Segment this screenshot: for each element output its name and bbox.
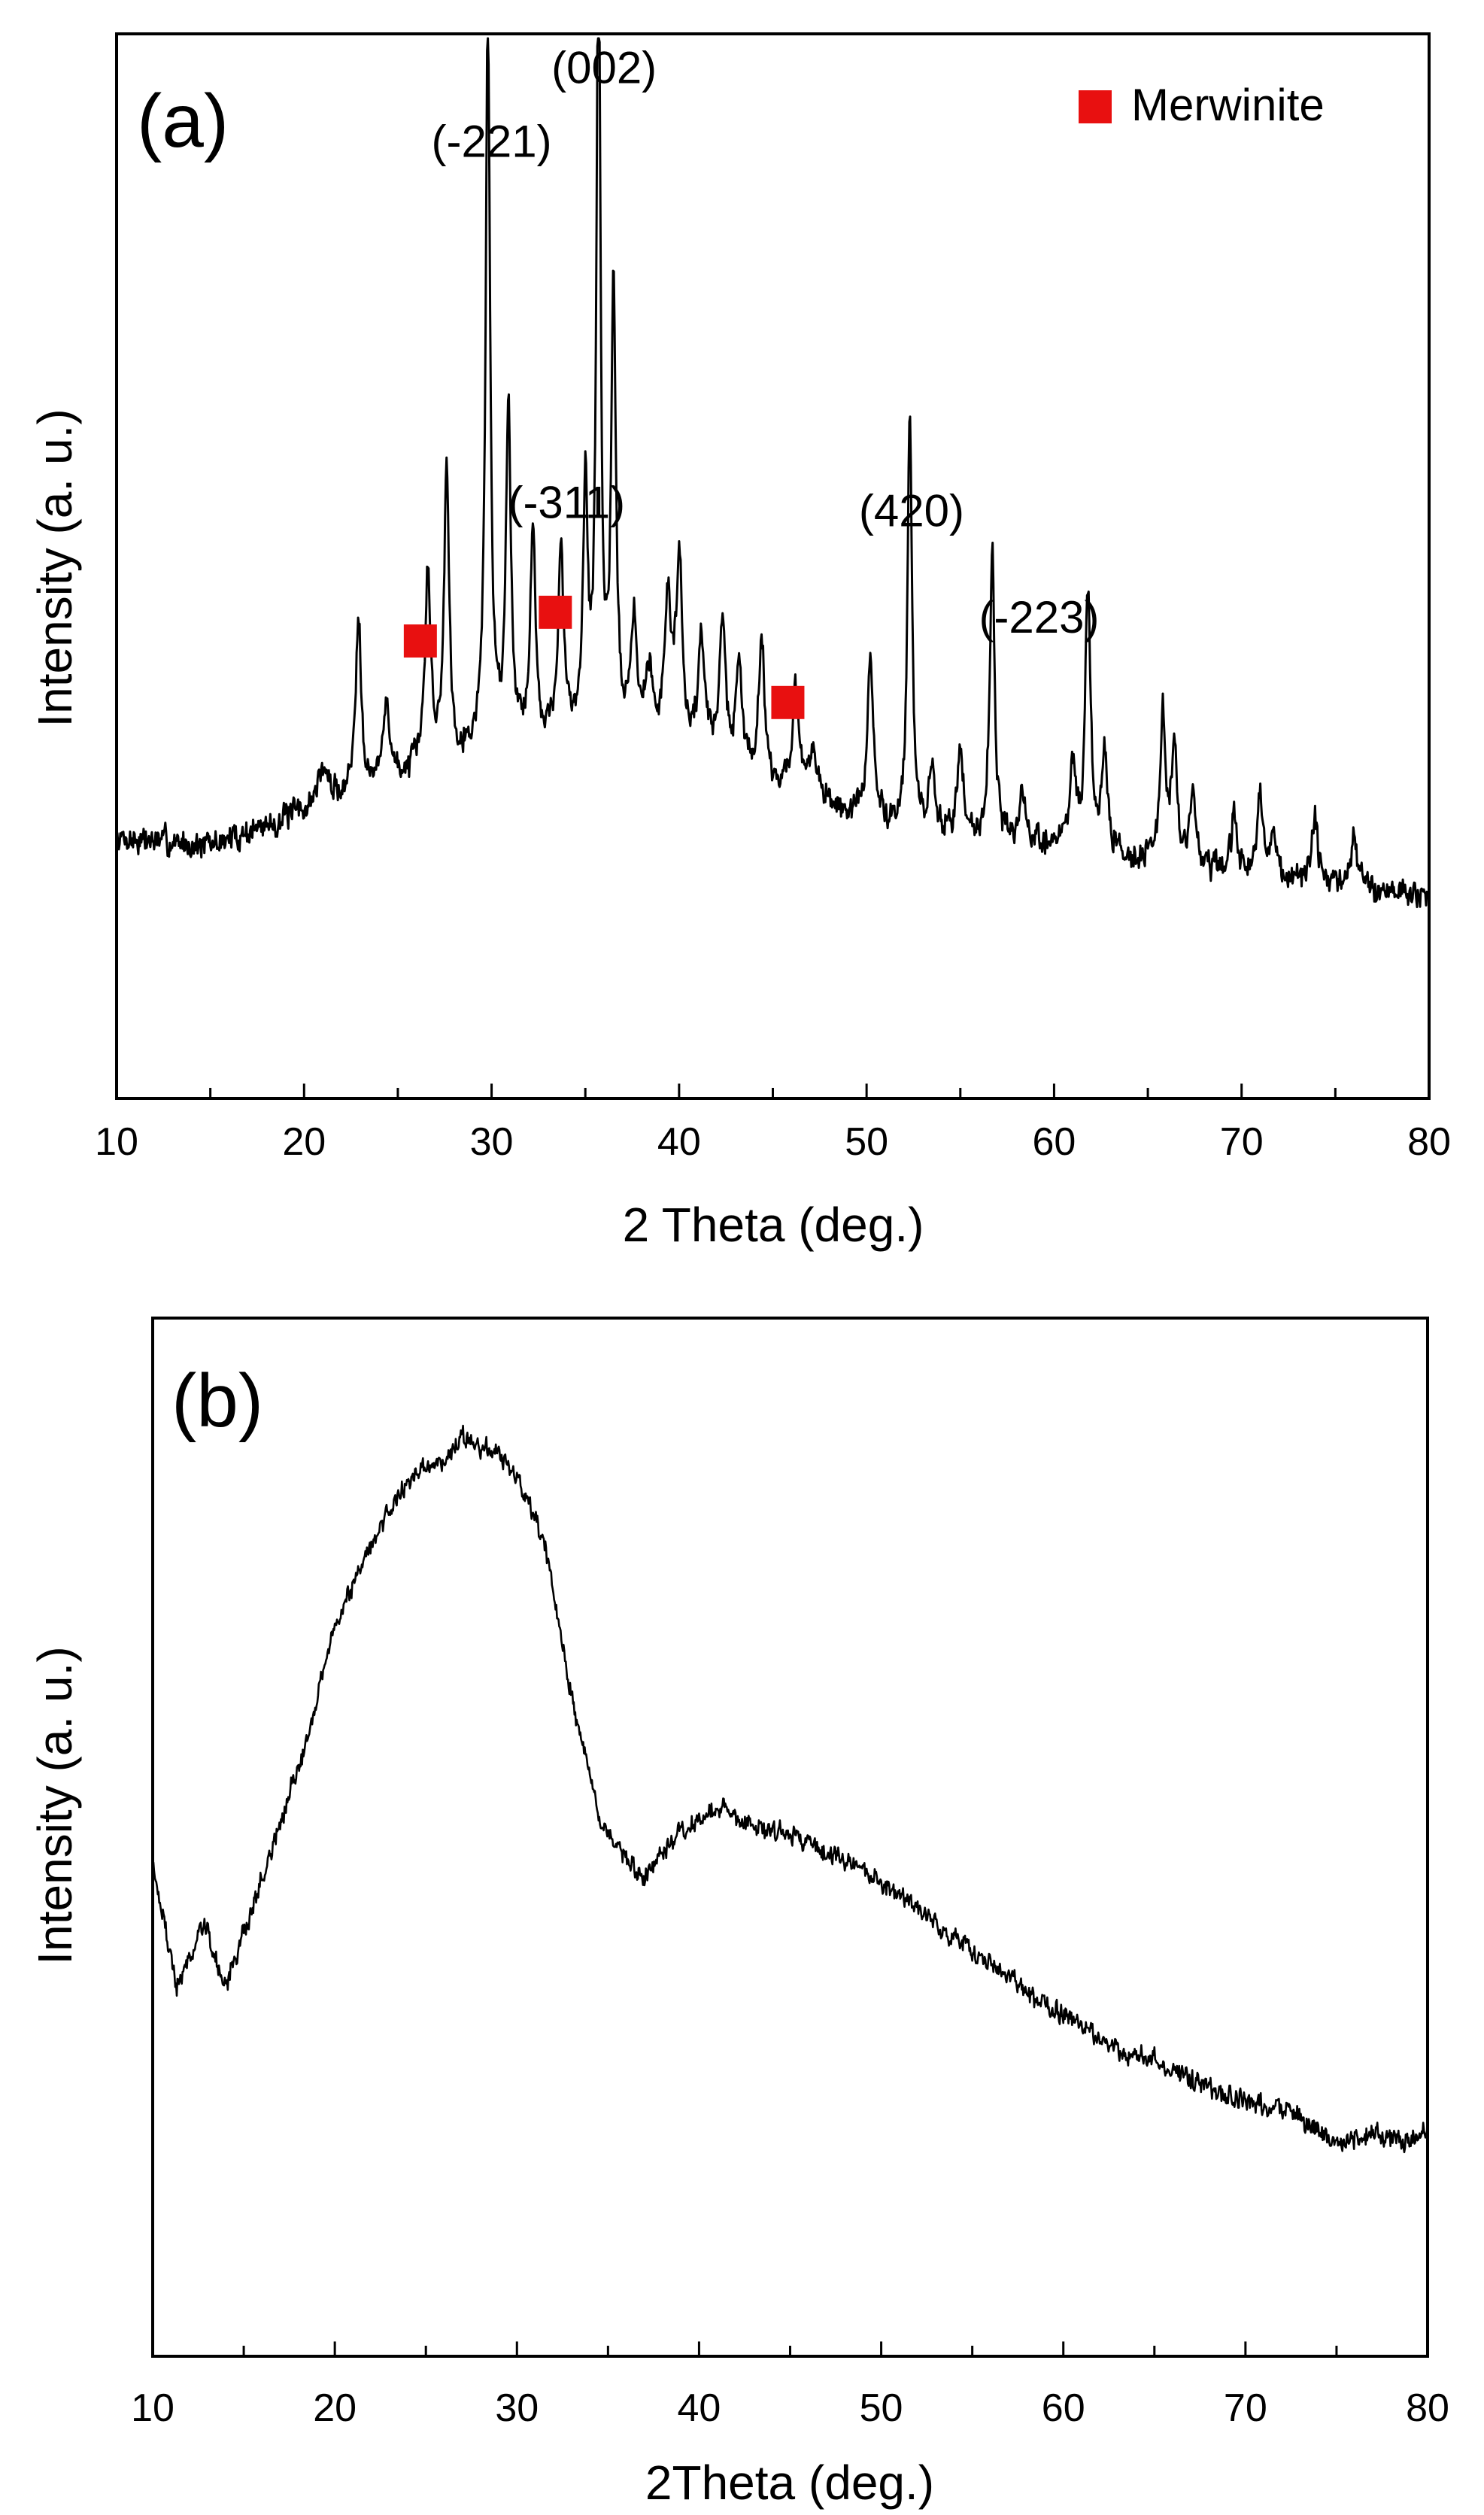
x-tick-label-80: 80 <box>1407 1120 1451 1164</box>
x-tick-label-40: 40 <box>678 2386 721 2430</box>
panel-a-x-ticks <box>115 1083 1431 1098</box>
panel-b-x-ticks <box>151 2341 1429 2356</box>
panel-a-xrd-line <box>115 37 1431 909</box>
x-tick-label-40: 40 <box>657 1120 701 1164</box>
merwinite-marker-2 <box>539 595 572 629</box>
peak-annotation-neg223: (-223) <box>979 592 1099 642</box>
x-tick-label-70: 70 <box>1220 1120 1264 1164</box>
legend-merwinite-label: Merwinite <box>1131 80 1325 130</box>
panel-b-y-axis-label: Intensity (a. u.) <box>28 1646 82 1964</box>
panel-b-x-tick-labels: 10 20 30 40 50 60 70 80 <box>131 2386 1449 2430</box>
panel-a-merwinite-markers <box>403 595 805 719</box>
panel-a-peak-annotations: (-221) (002) (-311) (420) (-223) <box>432 42 1100 642</box>
x-tick-label-80: 80 <box>1406 2386 1449 2430</box>
panel-a-y-axis-label: Intensity (a. u.) <box>28 409 82 727</box>
x-tick-label-30: 30 <box>495 2386 539 2430</box>
x-tick-label-10: 10 <box>131 2386 174 2430</box>
peak-annotation-420: (420) <box>859 485 964 536</box>
x-tick-label-50: 50 <box>845 1120 888 1164</box>
peak-annotation-neg221: (-221) <box>432 117 552 167</box>
panel-a-plot-frame <box>115 32 1431 1100</box>
x-tick-label-20: 20 <box>313 2386 357 2430</box>
panel-a-label: (a) <box>137 79 229 163</box>
panel-a-x-axis-label: 2 Theta (deg.) <box>623 1198 924 1252</box>
peak-annotation-002: (002) <box>551 42 657 93</box>
merwinite-marker-3 <box>771 685 805 719</box>
x-tick-label-60: 60 <box>1033 1120 1076 1164</box>
x-tick-label-10: 10 <box>95 1120 138 1164</box>
peak-annotation-neg311: (-311) <box>508 477 625 527</box>
panel-a-x-tick-labels: 10 20 30 40 50 60 70 80 <box>95 1120 1451 1164</box>
panel-b-chart: (b) 10 20 30 40 50 60 70 80 2Theta (deg.) Inten… <box>28 1317 1449 2510</box>
panel-b-x-axis-label: 2Theta (deg.) <box>645 2456 934 2510</box>
x-tick-label-60: 60 <box>1042 2386 1085 2430</box>
panel-b-xrd-line <box>151 1424 1429 2154</box>
legend-merwinite-swatch <box>1079 90 1112 123</box>
x-tick-label-50: 50 <box>860 2386 903 2430</box>
x-tick-label-30: 30 <box>470 1120 514 1164</box>
merwinite-marker-1 <box>403 624 437 658</box>
x-tick-label-20: 20 <box>282 1120 326 1164</box>
panel-a-legend: Merwinite <box>1079 80 1325 130</box>
panel-b-label: (b) <box>171 1359 263 1443</box>
panel-a-chart: (a) 10 20 30 40 50 60 70 80 (-221) (002) (-311) (4… <box>28 32 1451 1252</box>
x-tick-label-70: 70 <box>1224 2386 1267 2430</box>
